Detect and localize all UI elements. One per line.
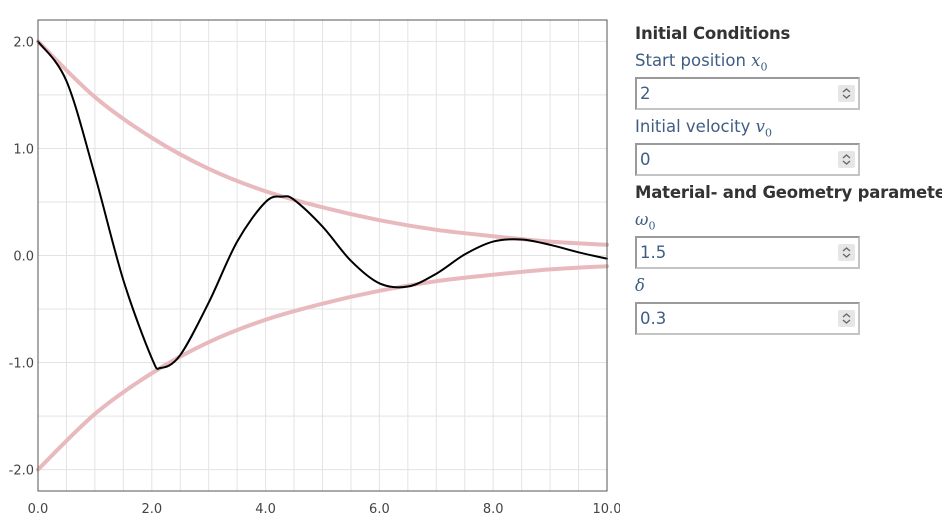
omega-symbol: ω0 — [635, 210, 656, 233]
y-tick-label: 2.0 — [13, 35, 34, 50]
initial-velocity-label-text: Initial velocity — [635, 117, 751, 136]
initial-velocity-label: Initial velocity v0 — [635, 117, 940, 139]
y-tick-label: -2.0 — [9, 464, 34, 479]
series-line-envelope — [36, 264, 609, 472]
delta-symbol: δ — [635, 276, 645, 295]
y-tick-label: 1.0 — [13, 142, 34, 157]
x-tick-label: 2.0 — [141, 502, 162, 517]
start-position-input[interactable]: 2 — [635, 77, 860, 110]
initial-velocity-symbol: v0 — [755, 117, 772, 140]
initial-velocity-symbol-letter: v — [755, 117, 765, 136]
delta-label: δ — [635, 276, 940, 298]
series-line-main — [37, 40, 608, 370]
material-geometry-title: Material- and Geometry parameters — [635, 183, 942, 202]
delta-value[interactable]: 0.3 — [640, 309, 667, 328]
spinner-icon[interactable] — [838, 85, 855, 102]
x-tick-label: 8.0 — [483, 502, 504, 517]
x-tick-label: 4.0 — [255, 502, 276, 517]
x-tick-label: 6.0 — [369, 502, 390, 517]
initial-velocity-symbol-sub: 0 — [764, 126, 772, 140]
plot-frame — [37, 19, 608, 492]
omega-value[interactable]: 1.5 — [640, 243, 667, 262]
oscillation-chart: 0.0 2.0 4.0 6.0 8.0 10.0 2.0 1.0 0.0 -1.0 -2.0 — [9, 19, 620, 517]
series-layer — [36, 39, 609, 472]
omega-label: ω0 — [635, 210, 940, 232]
initial-conditions-title: Initial Conditions — [635, 24, 791, 43]
spinner-icon[interactable] — [838, 244, 855, 261]
initial-velocity-value[interactable]: 0 — [640, 150, 651, 169]
start-position-symbol-sub: 0 — [760, 60, 768, 74]
spinner-icon[interactable] — [838, 151, 855, 168]
y-tick-label: 0.0 — [13, 250, 34, 265]
tick-labels: 0.0 2.0 4.0 6.0 8.0 10.0 2.0 1.0 0.0 -1.0 -2.0 — [9, 35, 620, 517]
delta-input[interactable]: 0.3 — [635, 302, 860, 335]
spinner-icon[interactable] — [838, 310, 855, 327]
x-tick-label: 0.0 — [28, 502, 49, 517]
start-position-symbol: x0 — [751, 51, 768, 74]
omega-symbol-sub: 0 — [648, 219, 656, 233]
parameter-panel: Initial Conditions Start position x0 2 I… — [635, 20, 942, 342]
start-position-label: Start position x0 — [635, 51, 940, 73]
chart-svg: 0.0 2.0 4.0 6.0 8.0 10.0 2.0 1.0 0.0 -1.0 -2.0 — [9, 19, 620, 517]
y-tick-label: -1.0 — [9, 357, 34, 372]
start-position-symbol-letter: x — [751, 51, 761, 70]
omega-input[interactable]: 1.5 — [635, 236, 860, 269]
start-position-value[interactable]: 2 — [640, 84, 651, 103]
omega-symbol-letter: ω — [635, 210, 649, 229]
initial-velocity-input[interactable]: 0 — [635, 143, 860, 176]
grid — [38, 20, 607, 491]
x-tick-label: 10.0 — [593, 502, 620, 517]
series-line-envelope — [36, 39, 609, 247]
start-position-label-text: Start position — [635, 51, 746, 70]
